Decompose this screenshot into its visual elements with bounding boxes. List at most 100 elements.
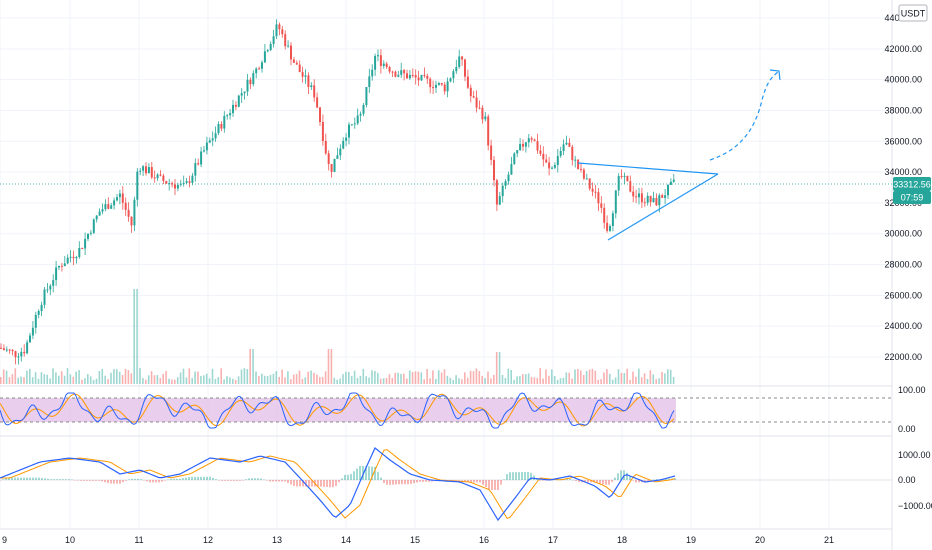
volume-bar [223, 379, 225, 384]
candle-body [23, 351, 26, 354]
candle-body [374, 55, 377, 70]
volume-bar [107, 379, 109, 384]
macd-signal-line [0, 449, 676, 519]
volume-bar [545, 369, 547, 384]
candle-body [638, 193, 640, 198]
volume-bar [266, 376, 269, 384]
macd-histogram-bar [227, 480, 229, 481]
macd-histogram-bar [338, 480, 340, 483]
macd-histogram-bar [665, 478, 667, 480]
volume-bar [429, 378, 431, 384]
volume-bar [655, 379, 657, 384]
volume-bar [249, 349, 251, 384]
macd-histogram-bar [104, 480, 106, 483]
macd-axis[interactable]: 1000.00 0.00 −1000.00 [898, 450, 932, 511]
macd-histogram-bar [230, 480, 232, 481]
candle-body [226, 115, 229, 117]
candle-body [603, 207, 606, 223]
volume-bar [568, 372, 570, 384]
candle-body [281, 29, 284, 35]
volume-bar [52, 368, 54, 384]
macd-histogram-bar [278, 480, 280, 482]
macd-histogram-bar [353, 471, 355, 480]
candle-body [533, 139, 536, 142]
candle-body [243, 91, 246, 94]
currency-button[interactable]: USDT [898, 4, 928, 22]
projection-arrow[interactable] [709, 69, 781, 161]
volume-bar [669, 369, 672, 384]
volume-bar [31, 377, 34, 384]
volume-bar [411, 372, 414, 384]
volume-bar [118, 371, 121, 384]
volume-bar [101, 368, 104, 384]
candle-body [382, 63, 385, 66]
triangle-lower-trendline[interactable] [607, 173, 719, 241]
macd-histogram-bar [113, 480, 115, 484]
volume-bar [356, 377, 359, 384]
volume-bar [124, 369, 127, 384]
volume-bar [649, 370, 652, 384]
date-axis[interactable]: 9 10 11 12 13 14 15 16 17 18 19 20 21 [2, 535, 834, 545]
volume-bar [620, 372, 623, 384]
macd-histogram-bar [47, 478, 49, 480]
macd-histogram-bar [590, 480, 592, 483]
candle-body [78, 247, 81, 258]
volume-bar [524, 374, 527, 384]
macd-histogram-bar [212, 478, 214, 480]
volume-bar [89, 376, 92, 384]
candle-body [377, 55, 379, 57]
volume-bar [136, 289, 138, 384]
volume-bar [295, 374, 298, 384]
stoch-axis[interactable]: 100.00 0.00 [898, 385, 926, 434]
candle-body [646, 195, 649, 203]
macd-histogram-bar [542, 480, 544, 481]
macd-histogram-bar [317, 480, 319, 487]
macd-histogram-bar [89, 480, 91, 481]
candle-body [443, 84, 446, 92]
volume-bar [542, 378, 544, 384]
macd-histogram-bar [194, 476, 196, 480]
candle-body [87, 233, 89, 239]
candle-body [652, 197, 655, 203]
volume-bar [640, 377, 643, 384]
triangle-upper-trendline[interactable] [577, 162, 719, 175]
volume-bar [600, 379, 602, 384]
price-tick-label: 42000.00 [884, 44, 922, 54]
candle-body [55, 267, 58, 281]
volume-bar [217, 377, 220, 384]
candle-body [455, 67, 458, 72]
macd-histogram-bar [380, 477, 382, 480]
candle-body [426, 75, 429, 79]
triangle-pattern[interactable] [577, 162, 719, 241]
candle-body [229, 113, 232, 116]
volume-bar [95, 378, 98, 384]
macd-histogram-bar [653, 479, 655, 481]
volume-bar [133, 289, 135, 384]
macd-histogram-bar [203, 476, 205, 480]
macd-histogram-bar [77, 480, 79, 481]
candle-body [63, 263, 66, 267]
macd-histogram-bar [494, 480, 496, 490]
candle-body [182, 182, 185, 184]
macd-histogram-bar [308, 480, 310, 487]
macd-histogram-bar [608, 480, 610, 485]
volume-bar [179, 372, 182, 384]
stoch-k-line [0, 392, 675, 429]
volume-bar [449, 377, 452, 384]
macd-histogram-bar [365, 466, 367, 480]
candle-body [368, 76, 371, 88]
arrow-head-icon [769, 69, 781, 81]
candle-body [52, 280, 55, 286]
candle-body [60, 265, 63, 267]
volume-bar [66, 368, 69, 384]
candle-body [2, 348, 5, 350]
volume-bar [391, 377, 394, 384]
macd-histogram-bar [614, 477, 616, 480]
candle-body [588, 178, 591, 189]
candle-body [234, 104, 237, 107]
volume-bar [275, 371, 278, 384]
candle-body [501, 185, 504, 197]
candle-body [614, 190, 617, 214]
candle-body [565, 142, 568, 145]
